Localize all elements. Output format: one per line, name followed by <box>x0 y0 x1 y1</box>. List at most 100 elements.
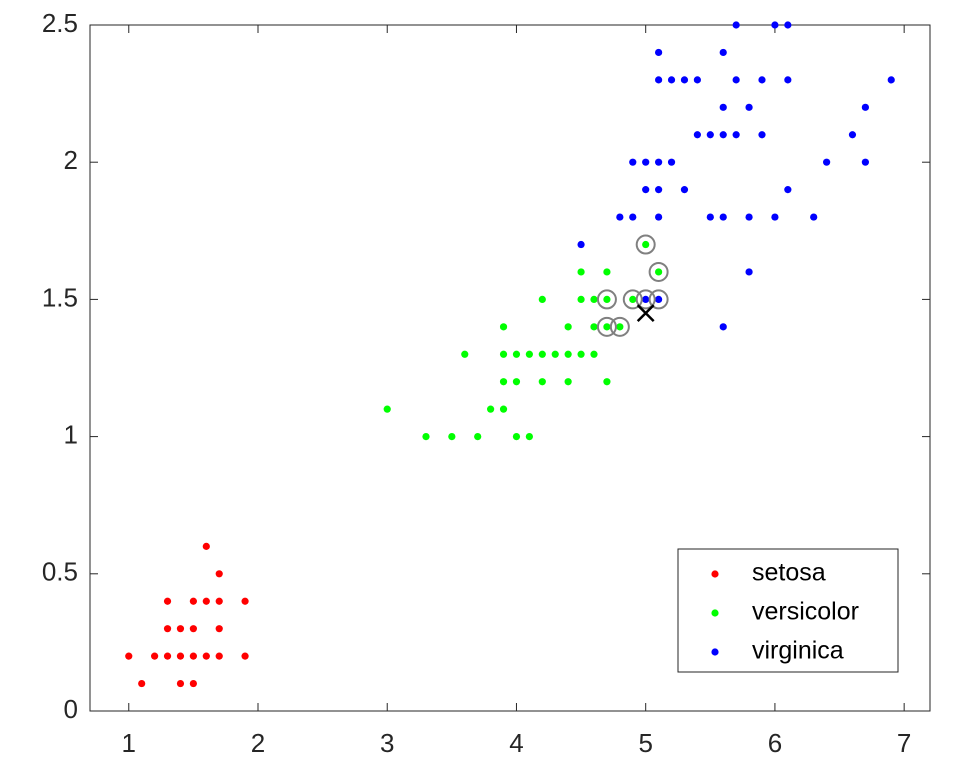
data-point <box>564 323 572 331</box>
data-point <box>487 405 495 413</box>
y-tick-label: 1 <box>64 419 78 449</box>
data-point <box>422 433 430 441</box>
data-point <box>603 268 611 276</box>
legend: setosa versicolor virginica <box>677 548 899 673</box>
x-tick-label: 1 <box>122 728 136 758</box>
neighbor-ring <box>635 234 656 255</box>
data-point <box>616 213 624 221</box>
data-point <box>655 295 663 303</box>
data-point <box>758 76 766 84</box>
data-point <box>512 433 521 441</box>
data-point <box>448 433 456 441</box>
data-point <box>680 76 689 84</box>
data-point <box>745 213 753 221</box>
data-point <box>241 652 249 660</box>
neighbor-ring <box>596 316 617 337</box>
plot-frame <box>89 24 931 712</box>
data-point <box>499 378 508 386</box>
data-point <box>383 405 391 413</box>
data-point <box>784 21 792 29</box>
data-point <box>642 240 650 249</box>
data-point <box>499 405 508 413</box>
data-point <box>551 350 559 358</box>
neighbor-ring <box>622 289 643 310</box>
data-point <box>577 295 585 303</box>
x-tick-label: 2 <box>251 728 265 758</box>
data-point <box>810 213 818 221</box>
data-point <box>499 350 508 358</box>
data-point <box>629 158 637 166</box>
legend-marker <box>711 570 719 578</box>
data-point <box>861 103 869 111</box>
data-point <box>719 48 727 57</box>
data-point <box>564 350 572 358</box>
data-point <box>667 76 676 84</box>
data-point <box>512 350 521 358</box>
data-point <box>151 652 159 660</box>
data-point <box>655 213 663 221</box>
query-point <box>636 304 655 323</box>
data-point <box>461 350 469 358</box>
data-point <box>771 213 779 221</box>
data-point <box>823 158 831 166</box>
data-point <box>176 679 185 688</box>
data-point <box>629 295 637 303</box>
data-point <box>603 378 611 386</box>
data-point <box>474 433 482 441</box>
data-point <box>667 158 676 166</box>
neighbor-ring <box>648 261 669 282</box>
data-point <box>629 213 637 221</box>
data-point <box>525 433 533 441</box>
data-point <box>215 625 223 633</box>
y-tick-label: 0.5 <box>42 557 78 587</box>
data-point <box>861 158 869 166</box>
data-point <box>693 131 701 139</box>
data-point <box>577 240 585 249</box>
data-point <box>693 76 701 84</box>
data-point <box>784 76 792 84</box>
data-point <box>603 295 611 303</box>
data-point <box>202 542 210 550</box>
legend-label: virginica <box>752 637 844 665</box>
data-point <box>719 213 727 221</box>
y-tick-label: 1.5 <box>42 282 78 312</box>
data-point <box>719 323 727 331</box>
data-point <box>745 103 753 111</box>
data-point <box>719 131 727 139</box>
data-point <box>499 323 508 331</box>
data-point <box>163 597 172 605</box>
legend-marker <box>711 609 719 617</box>
data-point <box>590 350 598 358</box>
data-point <box>512 378 521 386</box>
data-point <box>525 350 533 358</box>
data-point <box>577 350 585 358</box>
data-point <box>758 131 766 139</box>
data-point <box>590 295 598 303</box>
data-point <box>848 131 857 139</box>
data-point <box>680 186 689 194</box>
data-point <box>642 158 650 166</box>
data-point <box>745 268 753 276</box>
y-tick-label: 0 <box>64 694 78 724</box>
legend-marker <box>711 648 719 656</box>
data-point <box>215 570 223 578</box>
data-point <box>538 350 546 358</box>
x-tick-label: 3 <box>380 728 394 758</box>
data-point <box>176 652 185 660</box>
data-point <box>642 186 650 194</box>
data-point <box>189 679 197 688</box>
data-point <box>138 679 146 688</box>
data-point <box>215 652 223 660</box>
data-point <box>732 76 740 84</box>
data-point <box>577 268 585 276</box>
data-point <box>163 625 172 633</box>
legend-label: versicolor <box>752 598 859 626</box>
data-point <box>642 295 650 303</box>
data-point <box>202 597 210 605</box>
y-tick-label: 2.5 <box>42 8 78 38</box>
data-point <box>887 76 895 84</box>
data-point <box>189 652 197 660</box>
data-point <box>202 652 210 660</box>
data-point <box>732 21 740 29</box>
